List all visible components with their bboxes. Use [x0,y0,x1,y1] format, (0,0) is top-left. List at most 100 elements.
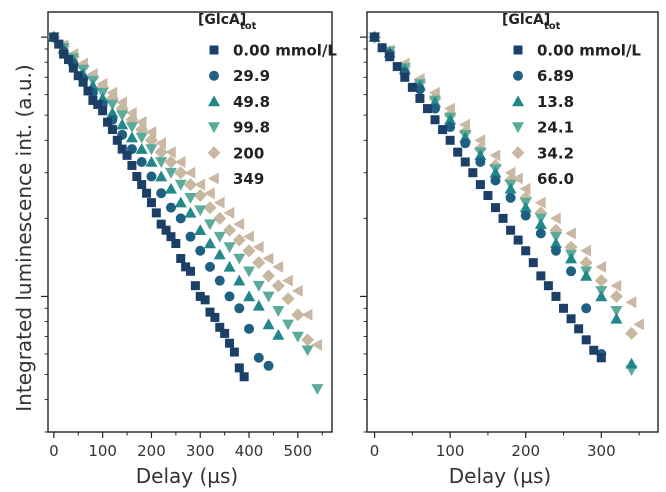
data-point [233,218,245,231]
data-point [204,219,217,231]
data-point [142,188,152,198]
data-point [174,179,187,191]
data-point [506,225,516,235]
data-point [415,93,425,103]
data-point [161,225,171,235]
data-point [112,135,122,145]
legend-label: 34.2 [537,144,574,162]
data-point [175,213,186,224]
left-panel: Delay (µs) 0 100 200 300 400 500 [GlcA]tot 0.00… [41,11,337,488]
data-point [460,157,470,167]
data-point [106,106,119,118]
data-point [422,104,432,114]
legend-label: 13.8 [537,93,574,111]
data-point [429,96,442,108]
data-point [164,155,178,169]
data-point [521,246,531,256]
data-point [262,291,275,303]
legend-marker [513,70,523,81]
legend-marker [208,95,220,107]
x-tick-label: 0 [49,442,59,460]
data-point [504,182,517,194]
data-point [155,170,168,182]
data-point [460,138,471,149]
data-point [116,118,129,130]
data-point [574,324,584,334]
data-point [483,191,493,201]
data-point [551,291,561,301]
data-point [513,235,523,245]
x-tick-label: 200 [137,442,166,460]
data-point [145,155,158,167]
data-point [194,178,206,191]
y-axis-title: Integrated luminescence int. (a.u.) [12,64,36,411]
data-point [595,290,608,302]
data-point [220,328,230,338]
data-point [581,335,591,345]
data-point [489,149,501,162]
data-point [154,145,168,159]
legend-marker [208,172,219,185]
data-point [625,357,638,369]
data-point [490,203,500,213]
data-point [252,299,265,311]
x-tick-label: 200 [511,442,540,460]
legend-marker [208,122,220,134]
data-point [301,333,315,347]
data-point [233,253,246,265]
plot-frame [366,11,659,433]
data-point [165,202,176,213]
data-point [193,189,207,203]
data-point [291,331,304,343]
data-point [549,212,561,225]
data-point [127,160,137,170]
data-point [181,262,191,272]
data-point [122,150,132,160]
data-point [392,62,402,72]
data-point [252,280,265,292]
data-point [156,188,167,199]
data-point [223,223,237,237]
data-point [625,296,637,309]
legend-title: [GlcA] [502,12,550,28]
data-point [281,292,295,306]
legend-marker [209,45,219,55]
data-point [566,266,577,277]
data-point [156,219,166,229]
data-point [174,155,186,168]
data-point [407,82,417,92]
data-point [445,135,455,145]
data-point [589,345,599,355]
data-point [543,281,553,291]
data-point [146,171,157,182]
data-point [136,156,147,167]
data-point [549,231,562,243]
data-point [223,242,236,254]
data-point [262,318,275,330]
data-point [184,206,197,218]
legend-marker [511,146,525,160]
data-point [253,352,264,363]
data-point [610,312,623,324]
data-point [242,244,256,258]
data-point [475,180,485,190]
legend-label: 29.9 [233,67,270,85]
data-point [200,295,210,305]
data-point [125,131,138,143]
data-point [301,345,314,357]
legend: [GlcA]tot 0.00 mmol/L 6.89 13.8 24.1 34.2 66.0 [502,12,641,188]
data-point [184,166,196,179]
data-point [135,132,148,144]
data-point [519,182,531,195]
plot-frame [47,11,333,433]
data-point [301,308,313,321]
data-point [490,175,501,186]
data-point [59,49,69,59]
data-point [225,338,235,348]
data-point [565,252,578,264]
legend-title-subscript: tot [544,21,561,32]
data-point [609,289,623,303]
data-point [174,166,188,180]
data-point [164,146,176,159]
